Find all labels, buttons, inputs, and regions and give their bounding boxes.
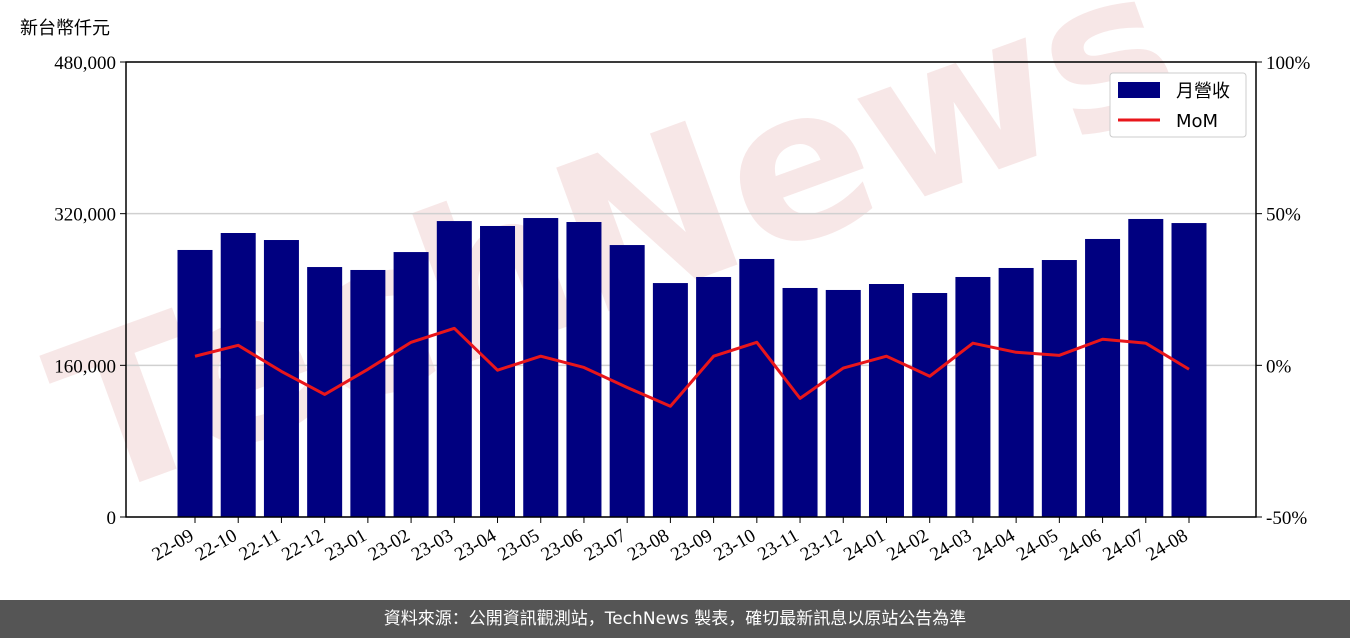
bar xyxy=(782,287,818,517)
bar xyxy=(1128,218,1164,517)
bar xyxy=(523,218,559,517)
legend-label: 月營收 xyxy=(1176,81,1230,102)
bar xyxy=(1085,238,1121,517)
bar xyxy=(393,252,429,517)
x-tick-label: 23-11 xyxy=(754,525,802,565)
y-tick-label: 480,000 xyxy=(54,53,116,74)
x-tick-label: 24-02 xyxy=(883,525,932,565)
x-tick-label: 22-09 xyxy=(149,525,198,565)
bar xyxy=(566,222,602,517)
x-tick-label: 23-03 xyxy=(408,525,457,565)
bar xyxy=(739,258,775,517)
bar xyxy=(1171,223,1207,518)
x-tick-label: 23-07 xyxy=(581,525,630,565)
x-tick-label: 22-10 xyxy=(192,525,241,565)
y2-tick-label: 0% xyxy=(1266,356,1292,377)
y2-tick-label: -50% xyxy=(1266,508,1307,529)
footer: 資料來源：公開資訊觀測站，TechNews 製表，確切最新訊息以原站公告為準 xyxy=(0,600,1350,638)
bar xyxy=(868,284,904,517)
x-tick-label: 24-06 xyxy=(1056,525,1105,565)
bar xyxy=(307,267,343,517)
bar xyxy=(912,293,948,517)
y-tick-label: 320,000 xyxy=(54,205,116,226)
x-tick-label: 23-10 xyxy=(710,525,759,565)
x-tick-label: 24-01 xyxy=(840,525,889,565)
x-tick-label: 24-07 xyxy=(1099,525,1148,565)
bar xyxy=(998,267,1034,517)
y2-tick-label: 50% xyxy=(1266,205,1301,226)
legend-swatch xyxy=(1118,82,1160,98)
x-tick-label: 23-01 xyxy=(321,525,370,565)
x-tick-label: 23-05 xyxy=(494,525,543,565)
x-tick-label: 23-04 xyxy=(451,525,500,566)
bar xyxy=(350,269,386,517)
y2-tick-label: 100% xyxy=(1266,53,1311,74)
y-tick-label: 160,000 xyxy=(54,356,116,377)
bar xyxy=(177,249,213,518)
legend-label: MoM xyxy=(1176,111,1218,132)
bar xyxy=(696,276,732,517)
x-tick-label: 22-11 xyxy=(236,525,284,565)
y-axis-title: 新台幣仟元 xyxy=(20,18,110,39)
x-tick-label: 22-12 xyxy=(278,525,327,565)
x-tick-label: 23-12 xyxy=(797,525,846,565)
bar xyxy=(436,221,472,517)
line xyxy=(194,326,1190,408)
bar xyxy=(220,233,256,518)
x-tick-label: 24-08 xyxy=(1143,525,1192,565)
x-tick-label: 23-06 xyxy=(538,525,587,565)
x-tick-label: 24-03 xyxy=(927,525,976,565)
x-tick-label: 23-08 xyxy=(624,525,673,565)
bar xyxy=(1041,260,1077,517)
x-tick-label: 23-02 xyxy=(365,525,414,565)
plot-frame xyxy=(125,61,1257,518)
chart: TechNews 新台幣仟元 0160,000320,000480,000-50… xyxy=(20,0,1311,566)
bar xyxy=(955,276,991,517)
bar xyxy=(825,289,861,517)
y-tick-label: 0 xyxy=(107,508,117,529)
x-tick-label: 23-09 xyxy=(667,525,716,565)
x-tick-label: 24-04 xyxy=(970,525,1019,566)
x-tick-label: 24-05 xyxy=(1013,525,1062,565)
